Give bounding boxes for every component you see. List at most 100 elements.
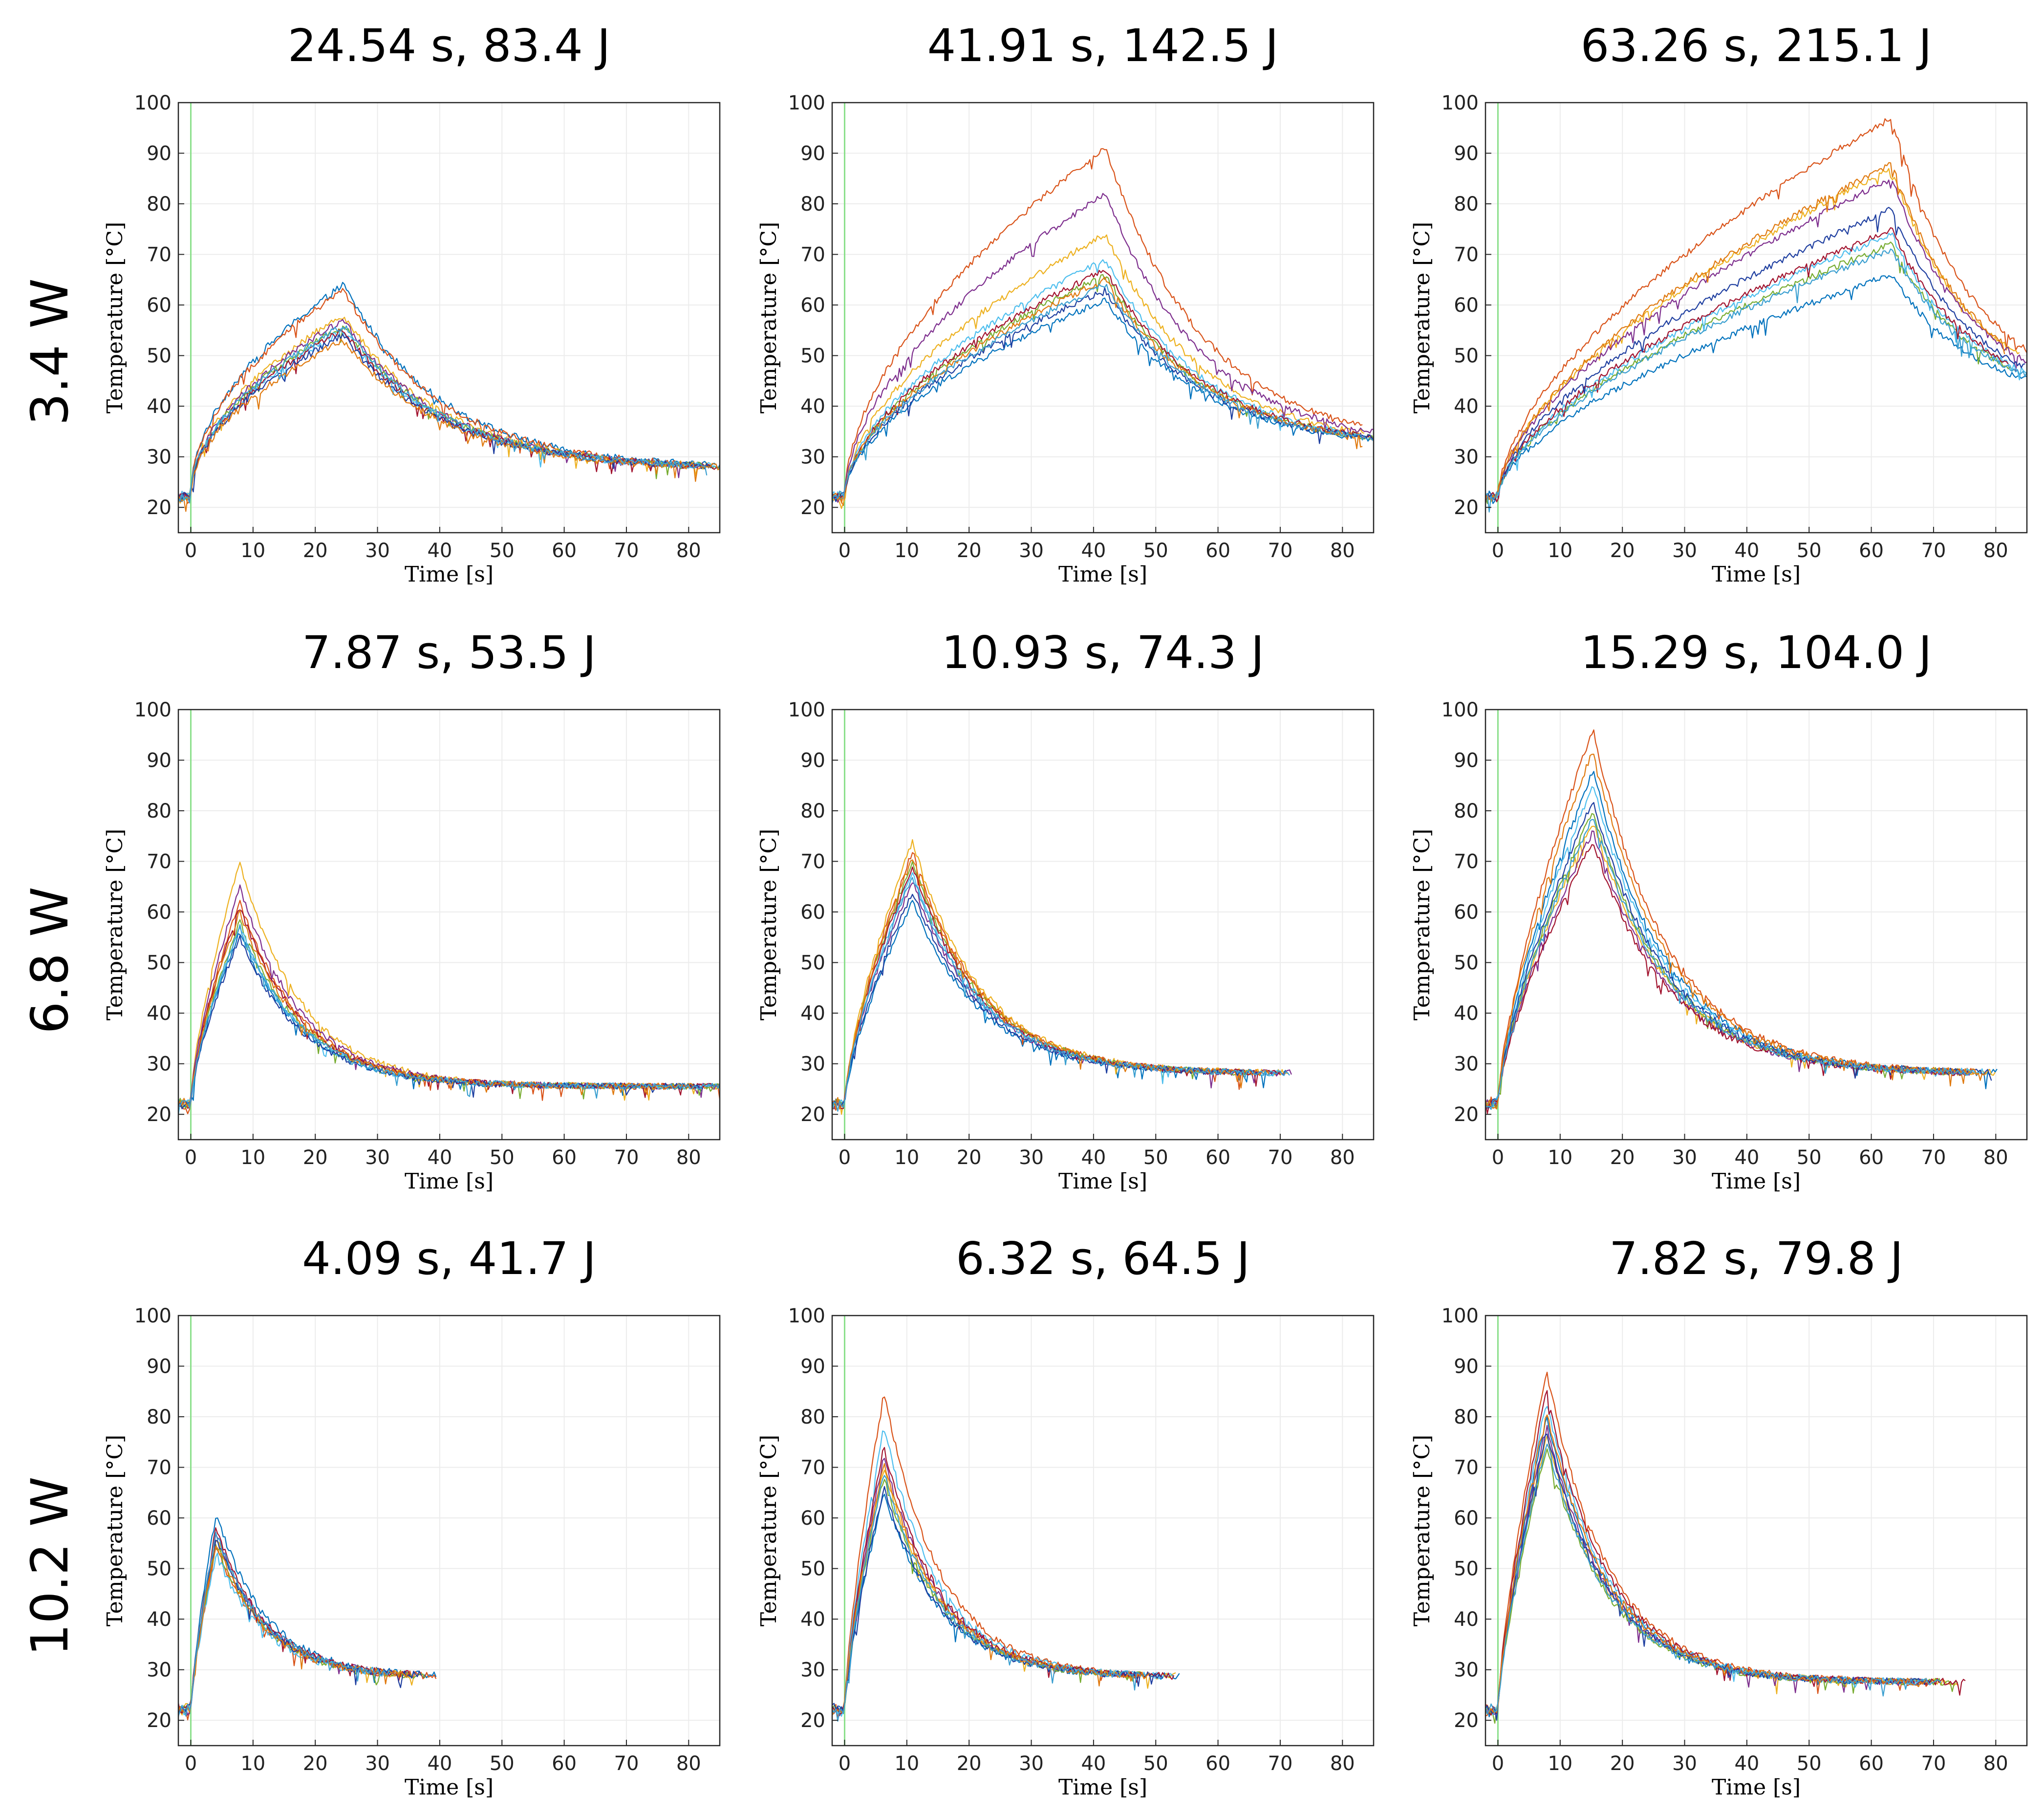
x-tick-label: 50 [490, 1146, 515, 1169]
x-tick-label: 60 [1205, 1146, 1230, 1169]
x-tick-label: 80 [1330, 1146, 1355, 1169]
x-tick-label: 70 [1921, 1752, 1946, 1775]
x-tick-label: 40 [1734, 1752, 1759, 1775]
x-tick-label: 40 [427, 1752, 452, 1775]
x-tick-label: 60 [1859, 1146, 1884, 1169]
series-line [832, 283, 1374, 499]
y-tick-label: 90 [1454, 750, 1479, 772]
x-tick-label: 40 [1081, 1146, 1106, 1169]
x-tick-label: 60 [552, 1752, 577, 1775]
x-tick-label: 70 [1921, 540, 1946, 562]
chart-panel: 0 10 20 30 40 50 60 70 80 20 30 40 50 60 70 80 90 100 7.82… [1410, 1232, 2028, 1800]
x-tick-label: 70 [1268, 1752, 1293, 1775]
y-tick-label: 30 [800, 1053, 825, 1076]
chart-title: 15.29 s, 104.0 J [1581, 627, 1932, 679]
y-tick-label: 90 [800, 143, 825, 165]
x-tick-label: 60 [1859, 1752, 1884, 1775]
y-axis-label: Temperature [°C] [756, 222, 781, 413]
series-line [1485, 825, 1996, 1104]
chart-panel: 0 10 20 30 40 50 60 70 80 20 30 40 50 60 70 80 90 100 15.2… [1410, 627, 2028, 1194]
y-axis-label: Temperature [°C] [1410, 829, 1435, 1020]
x-tick-label: 30 [1019, 1752, 1044, 1775]
y-axis-label: Temperature [°C] [1410, 1435, 1435, 1626]
x-tick-label: 30 [365, 540, 390, 562]
y-tick-label: 90 [147, 750, 172, 772]
x-tick-label: 30 [365, 1146, 390, 1169]
y-tick-label: 50 [1454, 345, 1479, 367]
chart-panel: 0 10 20 30 40 50 60 70 80 20 30 40 50 60 70 80 90 100 24.5… [103, 20, 721, 587]
series-line [832, 1493, 1180, 1714]
y-tick-label: 60 [800, 1507, 825, 1530]
plot-frame [831, 102, 1375, 534]
x-tick-label: 80 [1983, 540, 2008, 562]
x-tick-label: 80 [676, 1146, 701, 1169]
y-tick-label: 60 [147, 294, 172, 317]
series-line [832, 234, 1365, 509]
y-tick-label: 40 [147, 1608, 172, 1631]
x-tick-label: 30 [1672, 1146, 1697, 1169]
row-label-10-2w: 10.2 W [20, 1476, 80, 1656]
x-tick-label: 0 [839, 1752, 851, 1775]
x-tick-label: 20 [957, 1752, 982, 1775]
x-tick-label: 10 [240, 1146, 265, 1169]
series-line [178, 325, 720, 501]
x-tick-label: 10 [1548, 1146, 1572, 1169]
y-tick-label: 40 [1454, 1002, 1479, 1025]
series-line [178, 862, 719, 1107]
y-tick-label: 50 [1454, 952, 1479, 974]
series-line [178, 884, 720, 1107]
series-line [177, 1527, 412, 1714]
y-tick-label: 80 [147, 800, 172, 822]
y-tick-label: 100 [134, 699, 172, 721]
x-tick-label: 20 [303, 1146, 328, 1169]
x-tick-label: 40 [1734, 540, 1759, 562]
series-line [178, 1548, 437, 1721]
series-line [178, 325, 708, 504]
x-tick-label: 20 [1610, 1146, 1635, 1169]
chart-title: 4.09 s, 41.7 J [302, 1232, 596, 1285]
series-line [1485, 1425, 1923, 1716]
y-tick-label: 40 [147, 1002, 172, 1025]
chart-title: 24.54 s, 83.4 J [288, 20, 610, 72]
y-axis-label: Temperature [°C] [756, 1435, 781, 1626]
chart-title: 7.87 s, 53.5 J [302, 627, 596, 679]
y-axis-label: Temperature [°C] [103, 222, 128, 413]
y-tick-label: 80 [800, 800, 825, 822]
y-tick-label: 60 [800, 901, 825, 924]
y-tick-label: 20 [1454, 1103, 1479, 1126]
x-tick-label: 50 [1797, 1146, 1822, 1169]
y-tick-label: 70 [147, 244, 172, 266]
y-tick-label: 60 [1454, 901, 1479, 924]
chart-panel: 0 10 20 30 40 50 60 70 80 20 30 40 50 60 70 80 90 100 41.9… [756, 20, 1375, 587]
y-tick-label: 100 [1442, 699, 1479, 721]
x-tick-label: 0 [185, 1146, 197, 1169]
x-tick-label: 40 [1081, 540, 1106, 562]
series-line [832, 1475, 1140, 1722]
y-tick-label: 80 [147, 1406, 172, 1428]
series-line [1485, 1414, 1929, 1715]
series-line [831, 893, 1260, 1106]
plot-frame [1485, 1315, 2028, 1747]
y-tick-label: 80 [147, 193, 172, 216]
y-tick-label: 100 [788, 699, 825, 721]
x-tick-label: 20 [1610, 1752, 1635, 1775]
chart-panel: 0 10 20 30 40 50 60 70 80 20 30 40 50 60 70 80 90 100 7.87… [103, 627, 721, 1194]
y-tick-label: 20 [800, 1709, 825, 1732]
x-tick-label: 60 [1205, 540, 1230, 562]
x-tick-label: 70 [614, 1752, 639, 1775]
series-line [178, 1534, 390, 1716]
series-line [1485, 802, 1992, 1109]
x-tick-label: 50 [490, 540, 515, 562]
x-tick-label: 20 [1610, 540, 1635, 562]
x-tick-label: 70 [1268, 1146, 1293, 1169]
y-tick-label: 40 [147, 395, 172, 418]
x-tick-label: 10 [1548, 1752, 1572, 1775]
y-tick-label: 20 [147, 1103, 172, 1126]
x-tick-label: 0 [1492, 1146, 1504, 1169]
x-tick-label: 60 [552, 540, 577, 562]
x-tick-label: 30 [1672, 1752, 1697, 1775]
y-tick-label: 70 [147, 851, 172, 873]
x-tick-label: 40 [427, 540, 452, 562]
y-tick-label: 90 [1454, 143, 1479, 165]
